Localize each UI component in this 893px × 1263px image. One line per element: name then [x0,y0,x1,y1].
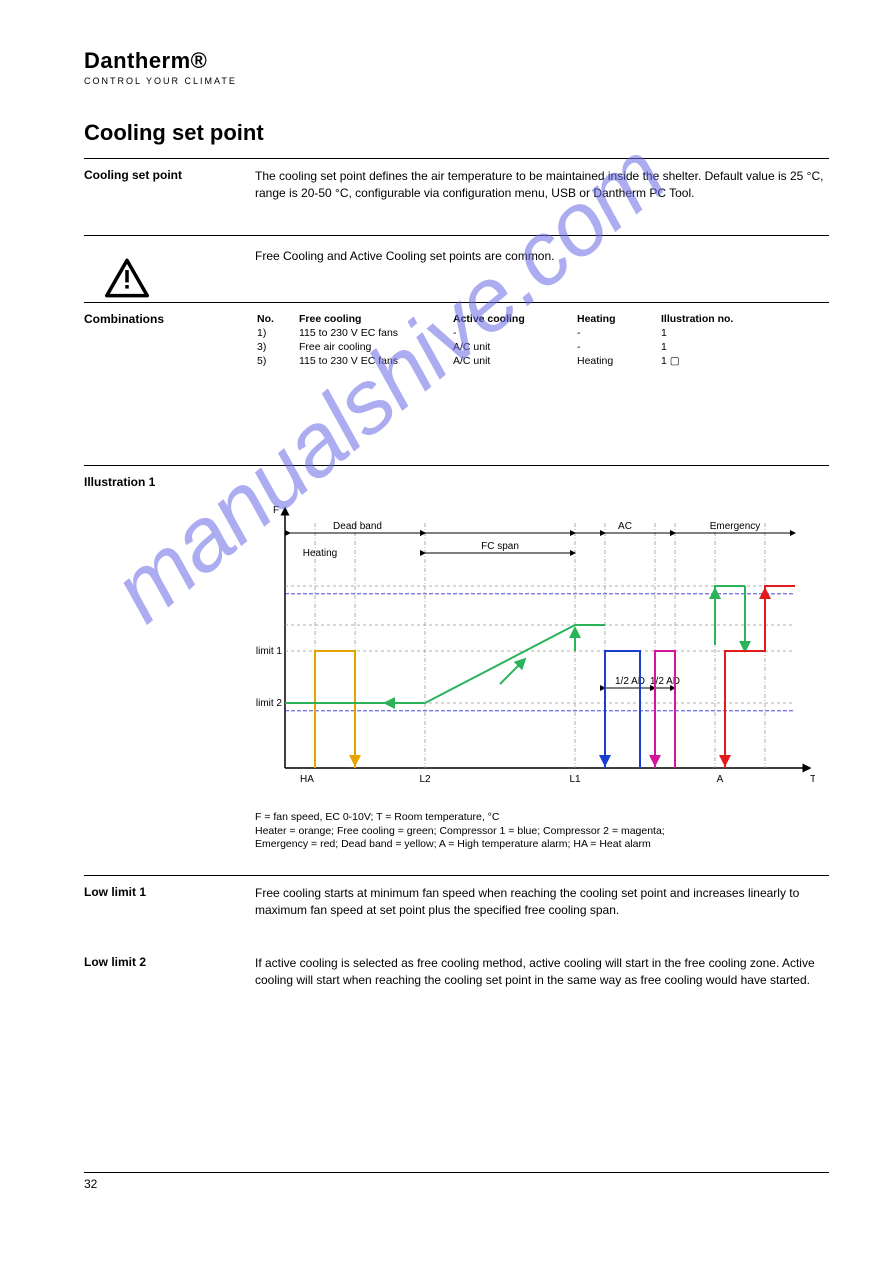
svg-text:Dead band: Dead band [333,521,382,532]
table-row: 1) 115 to 230 V EC fans - - 1 [255,326,773,340]
table-cell: - [575,340,659,354]
svg-text:FC span: FC span [481,541,519,552]
combinations-table-wrap: No. Free cooling Active cooling Heating … [255,312,829,368]
warning-icon [105,258,155,301]
section-label-cooling-set-point: Cooling set point [84,168,239,182]
svg-text:Emergency: Emergency [710,521,761,532]
section-text-low-limit-1: Free cooling starts at minimum fan speed… [255,885,829,928]
svg-text:L2: L2 [419,774,431,785]
table-cell: 1 [659,326,773,340]
svg-text:Heating: Heating [303,548,337,559]
table-cell: 3) [255,340,297,354]
divider [84,302,829,303]
page-title: Cooling set point [84,120,264,146]
chart-caption: F = fan speed, EC 0-10V; T = Room temper… [255,811,815,852]
page-footer: 32 [84,1172,829,1191]
setpoint-chart: FTDead bandFC spanACEmergency1/2 AD1/2 A… [255,488,815,808]
page-number: 32 [84,1177,829,1191]
divider [84,235,829,236]
svg-text:Low limit 1: Low limit 1 [255,646,282,657]
svg-text:HA: HA [300,774,314,785]
svg-text:L1: L1 [569,774,581,785]
divider [84,1172,829,1173]
svg-text:T: T [810,774,815,785]
table-cell: 115 to 230 V EC fans [297,354,451,368]
table-cell: Free air cooling [297,340,451,354]
section-label-combinations: Combinations [84,312,239,326]
table-cell: - [451,326,575,340]
table-cell: Heating [575,354,659,368]
section-body-text: Free Cooling and Active Cooling set poin… [255,248,829,265]
table-cell: - [575,326,659,340]
table-header: Free cooling [297,312,451,326]
table-header: Illustration no. [659,312,773,326]
divider [84,875,829,876]
table-cell: A/C unit [451,340,575,354]
table-header: Heating [575,312,659,326]
chart-caption-line: Heater = orange; Free cooling = green; C… [255,825,815,839]
table-row: 5) 115 to 230 V EC fans A/C unit Heating… [255,354,773,368]
table-cell: 5) [255,354,297,368]
section-label-illustration1: Illustration 1 [84,475,239,489]
section-label-low-limit-2: Low limit 2 [84,955,239,969]
table-cell: 1 ▢ [659,354,773,368]
section-text-low-limit-2: If active cooling is selected as free co… [255,955,829,998]
combinations-table: No. Free cooling Active cooling Heating … [255,312,773,368]
section-body-text: If active cooling is selected as free co… [255,955,829,990]
brand-logo-block: Dantherm® CONTROL YOUR CLIMATE [84,48,237,86]
chart-caption-line: Emergency = red; Dead band = yellow; A =… [255,838,815,852]
table-cell: 115 to 230 V EC fans [297,326,451,340]
chart-illustration1: FTDead bandFC spanACEmergency1/2 AD1/2 A… [255,488,815,852]
brand-tagline: CONTROL YOUR CLIMATE [84,76,237,86]
section-body-text: The cooling set point defines the air te… [255,168,829,203]
table-cell: 1) [255,326,297,340]
divider [84,158,829,159]
table-cell: A/C unit [451,354,575,368]
table-row: No. Free cooling Active cooling Heating … [255,312,773,326]
table-header: No. [255,312,297,326]
divider [84,465,829,466]
svg-text:AC: AC [618,521,632,532]
table-row: 3) Free air cooling A/C unit - 1 [255,340,773,354]
svg-text:A: A [717,774,724,785]
svg-text:Low limit 2: Low limit 2 [255,698,282,709]
svg-text:F: F [273,505,279,516]
section-text-cooling-set-point: The cooling set point defines the air te… [255,168,829,211]
section-text-warning: Free Cooling and Active Cooling set poin… [255,248,829,265]
table-header: Active cooling [451,312,575,326]
table-cell: 1 [659,340,773,354]
chart-caption-line: F = fan speed, EC 0-10V; T = Room temper… [255,811,815,825]
brand-name: Dantherm® [84,48,237,74]
section-body-text: Free cooling starts at minimum fan speed… [255,885,829,920]
section-label-low-limit-1: Low limit 1 [84,885,239,899]
